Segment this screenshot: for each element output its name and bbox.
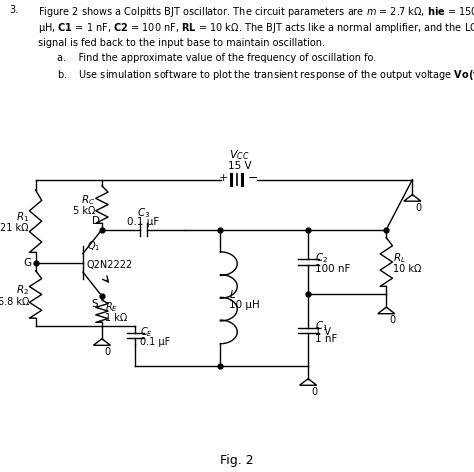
Text: 6.8 kΩ: 6.8 kΩ [0,297,29,307]
Text: −: − [247,172,258,185]
Text: Figure 2 shows a Colpitts BJT oscillator. The circuit parameters are $\mathit{m}: Figure 2 shows a Colpitts BJT oscillator… [38,5,474,19]
Text: 0: 0 [415,202,421,212]
Text: $C_3$: $C_3$ [137,206,150,220]
Text: $C_2$: $C_2$ [315,251,328,265]
Text: $C_1$: $C_1$ [315,320,328,333]
Text: 1 V: 1 V [315,327,330,337]
Text: $C_E$: $C_E$ [140,325,153,339]
Text: 1 nF: 1 nF [315,334,337,344]
Text: 1 kΩ: 1 kΩ [105,313,127,323]
Text: 0: 0 [105,346,111,357]
Text: $R_E$: $R_E$ [105,300,118,314]
Text: $V_{CC}$: $V_{CC}$ [229,149,250,162]
Text: S: S [91,299,98,310]
Text: 0: 0 [311,387,317,396]
Text: 100 nF: 100 nF [315,264,350,274]
Text: $R_1$: $R_1$ [16,211,29,224]
Text: $L$: $L$ [229,288,236,301]
Text: 3.: 3. [9,5,18,15]
Text: $R_C$: $R_C$ [81,194,95,208]
Text: Fig. 2: Fig. 2 [220,454,254,467]
Text: $R_L$: $R_L$ [393,251,406,265]
Text: G: G [24,258,32,268]
Text: 10 kΩ: 10 kΩ [393,264,421,274]
Text: 0.1 μF: 0.1 μF [127,217,160,227]
Text: 0: 0 [389,315,395,325]
Text: D: D [91,216,100,226]
Text: b.    Use simulation software to plot the transient response of the output volta: b. Use simulation software to plot the t… [57,68,474,82]
Text: signal is fed back to the input base to maintain oscillation.: signal is fed back to the input base to … [38,38,325,48]
Text: μH, $\mathbf{C1}$ = 1 nF, $\mathbf{C2}$ = 100 nF, $\mathbf{RL}$ = 10 kΩ. The BJT: μH, $\mathbf{C1}$ = 1 nF, $\mathbf{C2}$ … [38,21,474,35]
Text: 10 μH: 10 μH [229,300,260,310]
Text: $Q_1$: $Q_1$ [87,239,100,253]
Text: Q2N2222: Q2N2222 [87,260,133,270]
Text: 21 kΩ: 21 kΩ [0,223,29,233]
Text: +: + [219,173,228,183]
Text: $R_2$: $R_2$ [16,284,29,297]
Text: 15 V: 15 V [228,161,251,171]
Text: 0.1 μF: 0.1 μF [140,337,170,347]
Text: a.    Find the approximate value of the frequency of oscillation fo.: a. Find the approximate value of the fre… [57,53,376,63]
Text: 5 kΩ: 5 kΩ [73,206,95,216]
